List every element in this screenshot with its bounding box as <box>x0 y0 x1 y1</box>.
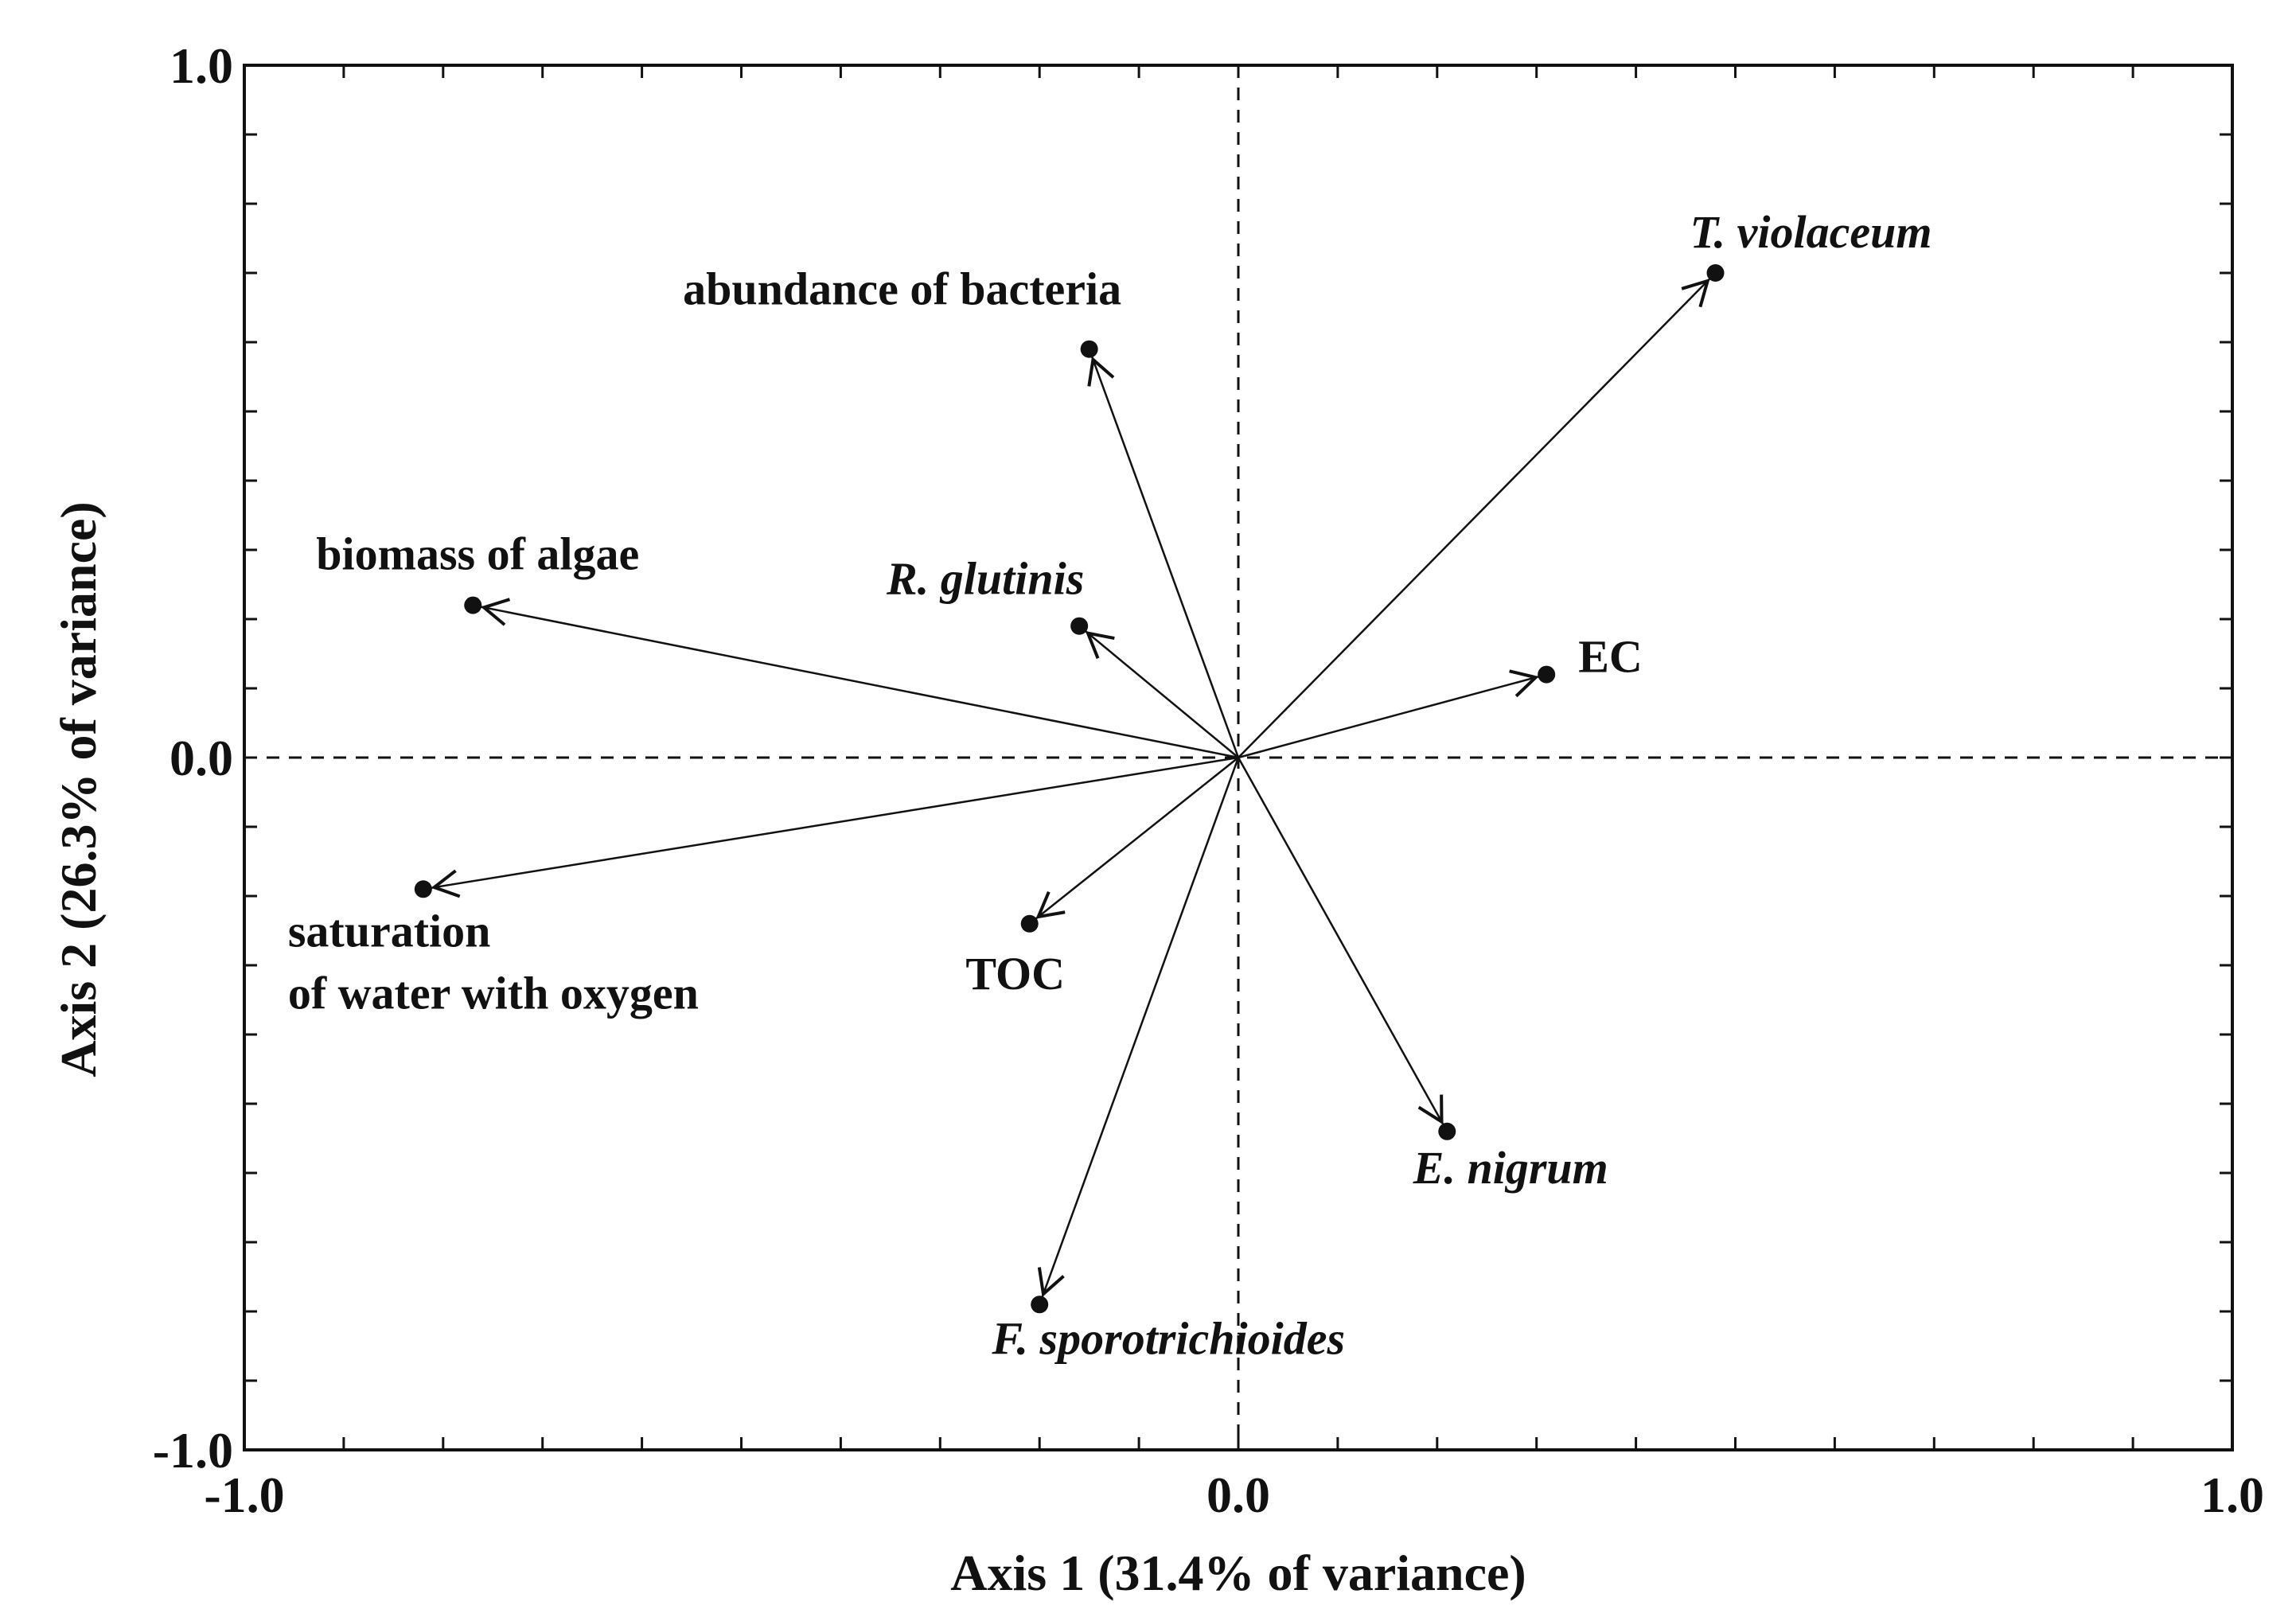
vector-line <box>1237 757 1448 1132</box>
vector-line <box>1039 757 1240 1305</box>
vector-5: saturation of water with oxygen <box>288 756 1239 1019</box>
vector-label-line: abundance of bacteria <box>683 263 1121 315</box>
y-tick-label: 1.0 <box>170 37 233 94</box>
vector-2: R. glutinis <box>886 553 1239 758</box>
vector-label-line: E. nigrum <box>1413 1142 1608 1194</box>
y-tick-label: -1.0 <box>153 1422 233 1479</box>
vector-6: TOC <box>965 757 1239 999</box>
vector-line <box>1238 673 1547 759</box>
arrowhead <box>1087 356 1115 387</box>
arrowhead <box>1035 890 1066 919</box>
x-tick-label: 1.0 <box>2200 1467 2264 1523</box>
vector-point <box>1538 665 1556 684</box>
x-axis-title: Axis 1 (31.4% of variance) <box>950 1545 1526 1601</box>
vector-point <box>1438 1122 1456 1140</box>
arrowhead <box>480 598 511 626</box>
vector-label-line: saturation <box>288 905 491 957</box>
vector-label: TOC <box>965 948 1065 999</box>
vector-label: abundance of bacteria <box>683 263 1121 315</box>
vector-point <box>1080 340 1098 358</box>
vector-label-line: TOC <box>965 948 1065 999</box>
vector-label-line: EC <box>1578 631 1643 683</box>
vector-7: E. nigrum <box>1237 757 1608 1194</box>
vector-line <box>1078 625 1239 758</box>
vector-1: abundance of bacteria <box>683 263 1240 758</box>
vector-line <box>423 756 1239 890</box>
arrowhead <box>1417 1094 1444 1125</box>
vector-label: biomass of algae <box>316 528 639 580</box>
vector-line <box>1028 757 1239 925</box>
vector-4: EC <box>1238 631 1643 759</box>
vector-label-line: R. glutinis <box>886 553 1084 605</box>
vector-label-line: of water with oxygen <box>288 967 699 1019</box>
vector-label: EC <box>1578 631 1643 683</box>
arrowhead <box>431 869 461 898</box>
vector-label: F. sporotrichioides <box>991 1312 1345 1364</box>
arrowhead <box>1085 630 1115 659</box>
x-tick-label: -1.0 <box>204 1467 284 1523</box>
vector-label-line: biomass of algae <box>316 528 639 580</box>
vector-line <box>473 604 1239 759</box>
arrowhead <box>1037 1267 1065 1298</box>
x-tick-label: 0.0 <box>1206 1467 1270 1523</box>
vector-0: T. violaceum <box>1238 206 1932 758</box>
vector-point <box>464 596 482 614</box>
vector-label-line: F. sporotrichioides <box>991 1312 1345 1364</box>
vector-label: saturation of water with oxygen <box>288 905 699 1019</box>
arrowhead <box>1681 279 1710 308</box>
y-tick-label: 0.0 <box>170 730 233 786</box>
vector-8: F. sporotrichioides <box>991 757 1345 1364</box>
vector-point <box>414 880 432 898</box>
vector-label: E. nigrum <box>1413 1142 1608 1194</box>
vector-label: T. violaceum <box>1690 206 1932 258</box>
vector-point <box>1020 914 1039 933</box>
vector-point <box>1070 617 1089 635</box>
vector-3: biomass of algae <box>316 528 1239 759</box>
vector-label: R. glutinis <box>886 553 1084 605</box>
vector-point <box>1706 264 1725 282</box>
arrowhead <box>1509 669 1539 698</box>
vector-point <box>1031 1296 1049 1314</box>
vector-label-line: T. violaceum <box>1690 206 1932 258</box>
y-axis-title: Axis 2 (26.3% of variance) <box>50 501 107 1077</box>
vector-line <box>1088 349 1240 758</box>
vector-line <box>1238 272 1717 758</box>
